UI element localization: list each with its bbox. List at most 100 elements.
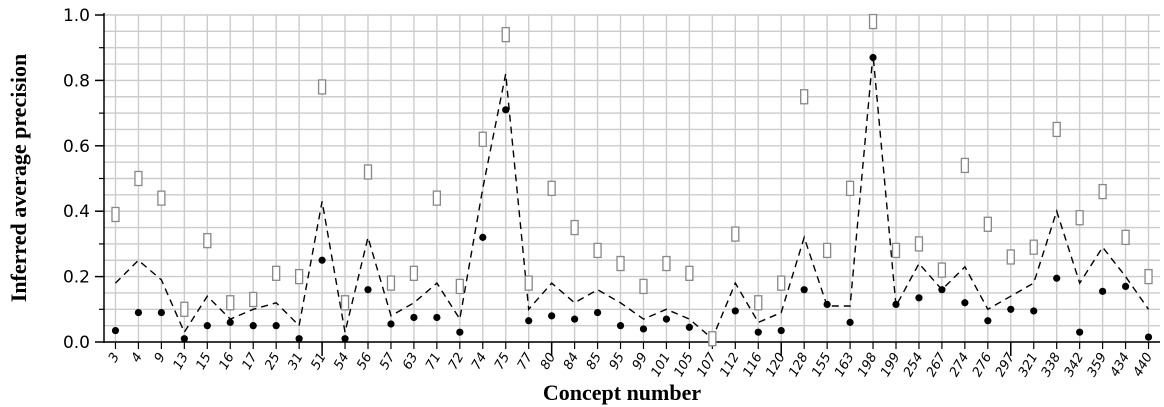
point-filled-circle (938, 286, 946, 294)
point-filled-circle (1099, 287, 1107, 295)
x-tick-label: 434 (1108, 351, 1133, 380)
point-open-rectangle (317, 79, 327, 95)
point-open-rectangle (754, 295, 763, 311)
point-open-rectangle (547, 180, 556, 196)
point-open-rectangle (616, 255, 625, 272)
point-filled-circle (180, 335, 188, 343)
point-open-rectangle (731, 226, 740, 242)
point-open-rectangle (501, 26, 510, 43)
y-tick-label: 0.4 (63, 202, 90, 222)
point-filled-circle (984, 317, 992, 325)
x-tick-label: 9 (152, 351, 169, 366)
point-open-rectangle (111, 206, 120, 223)
point-open-rectangle (685, 265, 694, 281)
point-open-rectangle (363, 164, 373, 180)
point-open-rectangle (249, 291, 258, 308)
point-open-rectangle (1052, 121, 1061, 138)
point-filled-circle (249, 322, 257, 330)
point-filled-circle (616, 322, 625, 330)
grid (104, 14, 1160, 343)
point-filled-circle (272, 322, 280, 330)
point-open-rectangle (662, 255, 671, 272)
point-filled-circle (479, 233, 487, 241)
point-open-rectangle (570, 219, 579, 236)
series-dashed-line (115, 54, 1150, 340)
point-open-rectangle (1098, 183, 1107, 200)
x-tick-label: 105 (671, 351, 696, 380)
point-filled-circle (525, 317, 533, 325)
y-tick-labels: 0.0 0.2 0.4 0.6 0.8 1.0 (63, 6, 90, 353)
point-filled-circle (456, 328, 464, 336)
x-tick-label: 16 (216, 351, 237, 373)
point-open-rectangle (1144, 268, 1153, 285)
point-filled-circle (157, 308, 165, 317)
y-tick-label: 0.8 (63, 71, 90, 91)
point-open-rectangle (822, 242, 832, 259)
point-filled-circle (548, 312, 556, 320)
x-tick-label: 51 (308, 351, 329, 373)
point-open-rectangle (891, 242, 901, 259)
x-tick-label: 72 (446, 351, 467, 373)
x-tick-labels: 3 4 9 13 15 16 17 25 31 51 54 56 57 63 71 72 74 75 77 80 84 8… (106, 350, 1156, 380)
point-filled-circle (1007, 305, 1015, 313)
point-open-rectangle (800, 89, 809, 105)
point-open-rectangle (960, 157, 970, 174)
x-tick-label: 112 (717, 351, 742, 380)
point-open-rectangle (386, 275, 396, 291)
point-filled-circle (869, 53, 877, 62)
point-filled-circle (1121, 282, 1130, 291)
x-tick-label: 15 (194, 351, 215, 373)
x-tick-label: 359 (1085, 351, 1110, 380)
x-tick-label: 254 (901, 351, 926, 380)
x-tick-label: 3 (106, 351, 123, 366)
point-filled-circle (662, 315, 671, 323)
x-tick-label: 155 (809, 351, 834, 380)
x-tick-label: 4 (129, 351, 146, 366)
x-tick-label: 80 (538, 351, 559, 373)
point-filled-circle (134, 308, 143, 317)
point-open-rectangle (777, 275, 786, 291)
point-open-rectangle (203, 232, 212, 249)
x-tick-label: 63 (400, 351, 421, 373)
point-filled-circle (318, 256, 326, 264)
x-tick-label: 297 (993, 350, 1019, 380)
point-open-rectangle (708, 331, 717, 347)
point-open-rectangle (593, 242, 602, 259)
point-filled-circle (685, 323, 693, 331)
x-tick-label: 13 (171, 351, 192, 373)
x-tick-label: 71 (423, 351, 444, 373)
point-open-rectangle (409, 265, 419, 281)
x-tick-label: 198 (855, 351, 880, 380)
x-tick-label: 99 (630, 351, 651, 373)
point-open-rectangle (1121, 229, 1130, 246)
x-tick-label: 276 (970, 351, 995, 380)
x-axis-label: Concept number (543, 380, 702, 405)
x-tick-label: 84 (561, 351, 582, 373)
point-open-rectangle (134, 170, 143, 187)
point-filled-circle (1030, 307, 1038, 315)
point-open-rectangle (868, 13, 878, 30)
point-open-rectangle (180, 301, 189, 317)
point-filled-circle (1076, 328, 1084, 336)
point-open-rectangle (1029, 239, 1038, 255)
point-open-rectangle (157, 190, 166, 206)
x-tick-label: 342 (1062, 351, 1087, 380)
x-tick-label: 17 (239, 350, 261, 372)
point-filled-circle (502, 106, 510, 114)
point-filled-circle (433, 313, 441, 322)
point-filled-circle (226, 318, 234, 326)
point-filled-circle (639, 325, 648, 333)
point-open-rectangle (340, 295, 350, 311)
x-tick-label: 440 (1131, 351, 1156, 380)
x-tick-label: 85 (584, 351, 605, 373)
point-filled-circle (364, 286, 372, 294)
x-tick-label: 74 (469, 351, 490, 373)
x-tick-label: 56 (354, 351, 375, 373)
point-open-rectangle (983, 216, 992, 232)
point-filled-circle (203, 322, 211, 330)
x-tick-label: 116 (740, 351, 765, 380)
point-open-rectangle (1075, 210, 1084, 226)
x-tick-label: 107 (694, 350, 720, 380)
point-filled-circle (1053, 274, 1061, 282)
